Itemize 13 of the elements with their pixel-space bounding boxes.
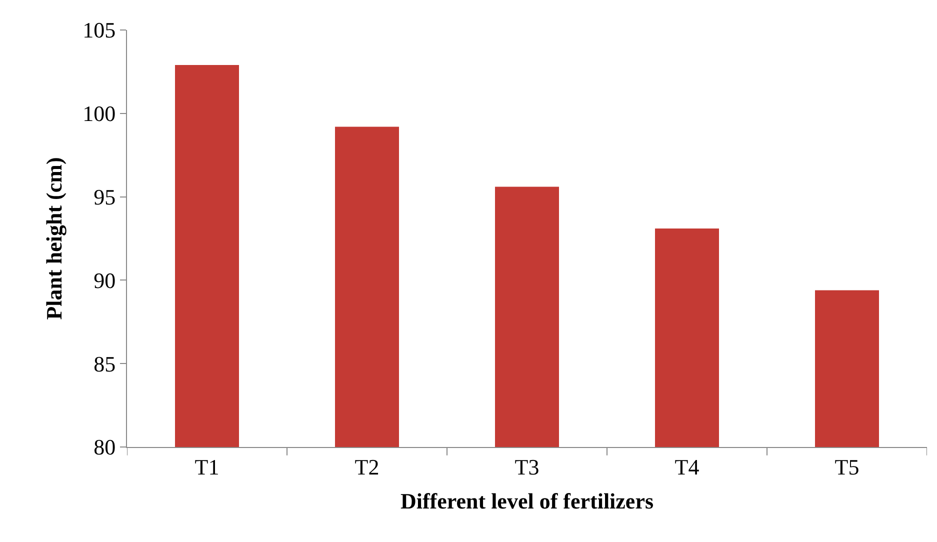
x-axis-title: Different level of fertilizers (400, 488, 654, 514)
y-tick-label: 90 (94, 268, 116, 293)
y-tick-label: 80 (94, 434, 116, 460)
x-tick-label: T4 (674, 454, 700, 480)
x-tick-label: T5 (834, 454, 860, 480)
y-tick-label: 105 (82, 18, 116, 43)
y-tick-label: 95 (94, 184, 116, 210)
x-tick-label: T3 (514, 454, 540, 480)
x-tick-label: T1 (194, 454, 220, 480)
x-tick-label: T2 (354, 454, 380, 480)
y-axis-title: Plant height (cm) (41, 157, 66, 320)
y-tick-label: 100 (82, 101, 116, 126)
y-tick-label: 85 (94, 351, 116, 376)
